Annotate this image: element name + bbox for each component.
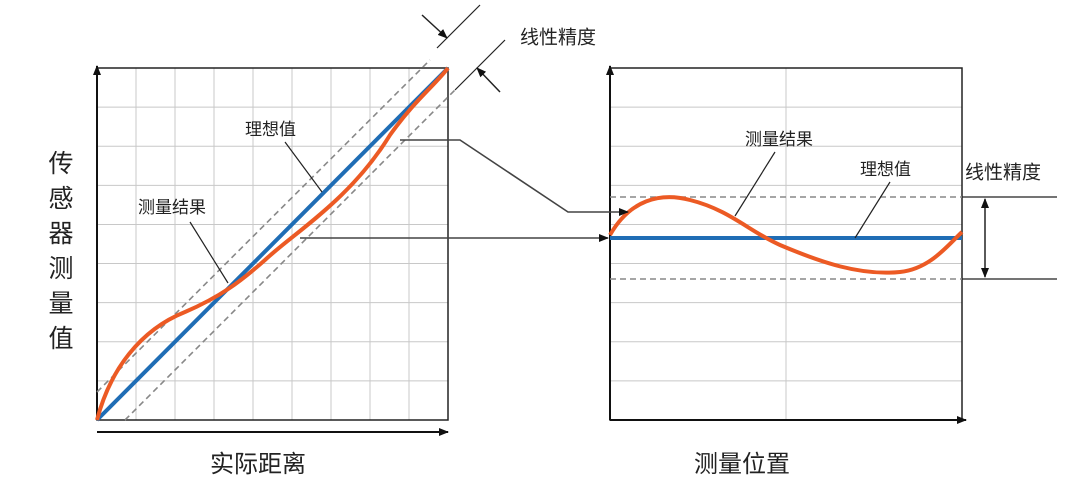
measured-curve: [608, 195, 964, 275]
measured-label: 测量结果: [745, 130, 813, 150]
linearity-label: 线性精度: [520, 27, 596, 49]
leader: [284, 141, 323, 193]
ideal-line: [95, 66, 450, 422]
connector: [400, 139, 629, 216]
ideal-label: 理想值: [245, 120, 296, 140]
bound-tick: [454, 39, 506, 91]
measured-curve: [95, 66, 450, 421]
linearity-label: 线性精度: [965, 162, 1041, 184]
upper-bound: [96, 59, 431, 393]
y-axis-label: 传感器测量值: [45, 150, 74, 360]
x-axis-label: 测量位置: [694, 450, 790, 478]
right-grid: [610, 68, 962, 420]
bound-tick: [436, 4, 481, 49]
leader: [189, 221, 229, 284]
span-arrow: [421, 14, 448, 39]
measured-label: 测量结果: [138, 198, 206, 218]
x-axis-label: 实际距离: [210, 450, 306, 478]
ideal-label: 理想值: [860, 160, 911, 180]
span-arrow: [476, 67, 501, 93]
left-grid: [97, 68, 448, 420]
lower-bound: [124, 89, 456, 421]
leader: [854, 181, 891, 239]
leader: [734, 151, 776, 217]
